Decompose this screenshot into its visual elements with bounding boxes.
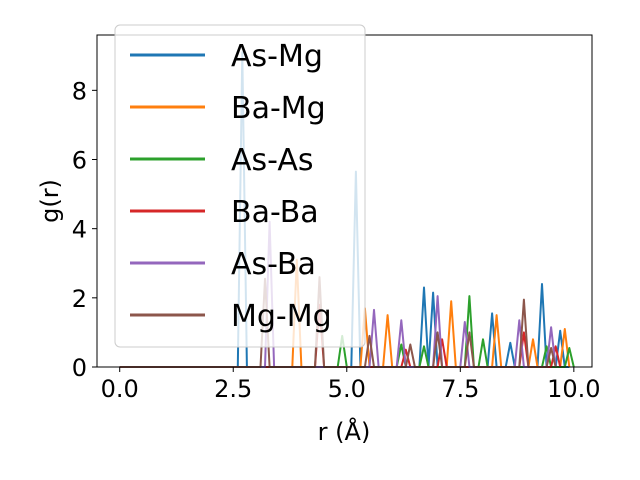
- y-tick-label: 2: [72, 285, 87, 313]
- legend-label-mg-mg: Mg-Mg: [231, 299, 332, 334]
- y-tick-label: 6: [72, 147, 87, 175]
- x-tick-label: 10.0: [547, 375, 600, 403]
- y-tick-label: 0: [72, 354, 87, 382]
- y-axis-label: g(r): [36, 179, 64, 223]
- legend-label-as-ba: As-Ba: [231, 247, 316, 282]
- x-tick-label: 2.5: [214, 375, 252, 403]
- y-axis-ticks: 0 2 4 6 8: [72, 77, 97, 382]
- y-tick-label: 8: [72, 77, 87, 105]
- x-axis-ticks: 0.0 2.5 5.0 7.5 10.0: [101, 367, 601, 403]
- x-axis-label: r (Å): [318, 417, 371, 446]
- y-tick-label: 4: [72, 216, 87, 244]
- legend-label-as-as: As-As: [231, 143, 313, 178]
- legend-label-as-mg: As-Mg: [231, 39, 323, 74]
- legend: As-Mg Ba-Mg As-As Ba-Ba As-Ba Mg-Mg: [114, 24, 366, 348]
- legend-label-ba-ba: Ba-Ba: [231, 195, 319, 230]
- x-tick-label: 7.5: [441, 375, 479, 403]
- x-tick-label: 5.0: [328, 375, 366, 403]
- x-tick-label: 0.0: [101, 375, 139, 403]
- legend-label-ba-mg: Ba-Mg: [231, 91, 326, 126]
